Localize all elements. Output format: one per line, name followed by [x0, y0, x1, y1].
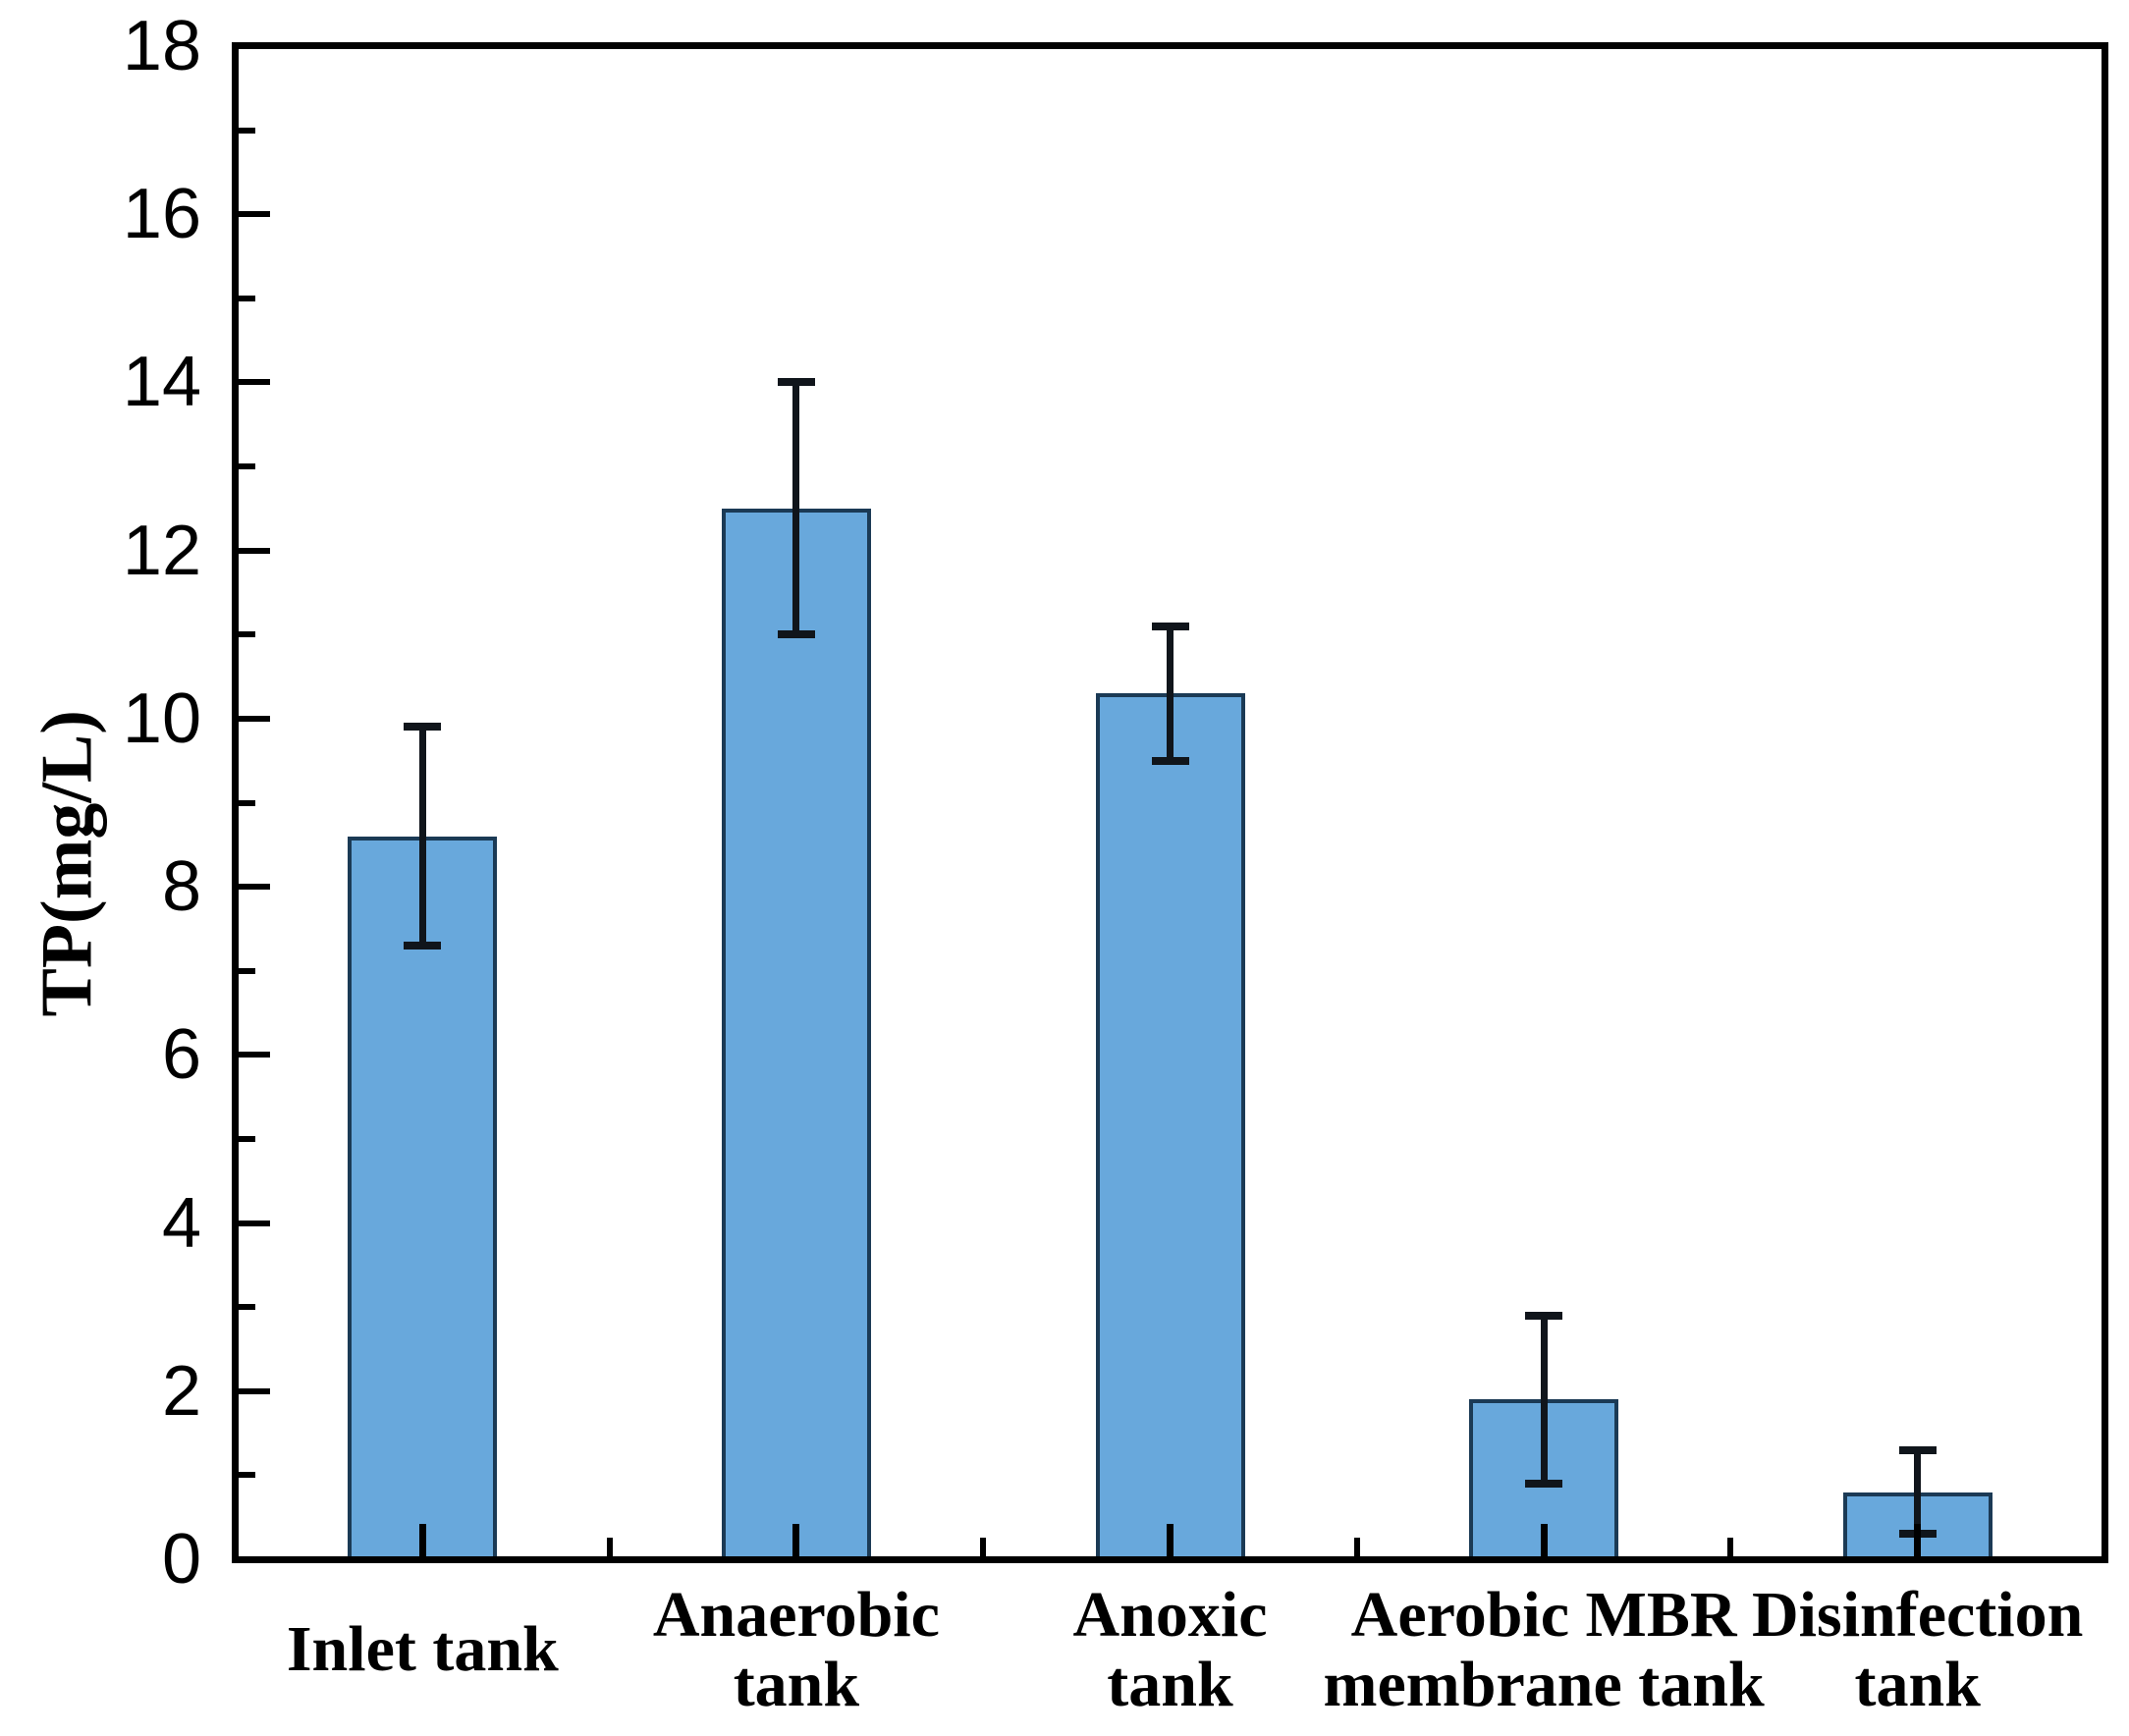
category-label-line: tank [1107, 1649, 1233, 1720]
y-minor-tick-11 [239, 631, 255, 638]
y-major-tick-6 [239, 1052, 270, 1058]
category-label-line: Inlet tank [286, 1613, 559, 1686]
x-minor-tick-1 [606, 1538, 613, 1556]
error-cap-top-2 [777, 378, 815, 387]
x-minor-tick-3 [1353, 1538, 1360, 1556]
x-category-label-1: Inlet tank [187, 1569, 658, 1730]
error-bar-5 [1914, 1449, 1922, 1535]
y-tick-label-16: 16 [122, 175, 201, 254]
error-cap-top-1 [404, 723, 442, 732]
category-label-line: membrane tank [1323, 1649, 1765, 1720]
error-cap-bottom-4 [1525, 1479, 1563, 1488]
x-major-tick-2 [792, 1524, 800, 1556]
y-minor-tick-7 [239, 967, 255, 974]
x-category-label-3: Anoxic tank [935, 1569, 1406, 1730]
y-major-tick-10 [239, 715, 270, 722]
x-major-tick-4 [1540, 1524, 1548, 1556]
error-cap-top-5 [1898, 1445, 1937, 1454]
x-minor-tick-4 [1727, 1538, 1734, 1556]
bar-2 [721, 508, 871, 1562]
y-tick-label-8: 8 [161, 847, 201, 927]
y-major-tick-4 [239, 1220, 270, 1226]
y-major-tick-8 [239, 884, 270, 891]
y-tick-label-0: 0 [161, 1520, 201, 1599]
x-category-label-5: Disinfection tank [1682, 1569, 2129, 1730]
y-tick-label-4: 4 [161, 1183, 201, 1263]
x-category-label-2: Anaerobic tank [561, 1569, 1032, 1730]
category-label-line: Anoxic [1072, 1578, 1268, 1651]
category-label-line: Aerobic MBR [1350, 1578, 1737, 1651]
category-label-line: Disinfection [1752, 1578, 2084, 1651]
x-major-tick-5 [1914, 1524, 1922, 1556]
x-category-label-4: Aerobic MBR membrane tank [1308, 1569, 1779, 1730]
y-tick-label-12: 12 [122, 511, 201, 590]
y-major-tick-14 [239, 379, 270, 386]
error-cap-top-4 [1525, 1311, 1563, 1320]
y-minor-tick-3 [239, 1304, 255, 1311]
y-minor-tick-9 [239, 799, 255, 806]
x-major-tick-3 [1167, 1524, 1174, 1556]
y-tick-label-14: 14 [122, 343, 201, 422]
y-minor-tick-13 [239, 463, 255, 470]
y-tick-label-6: 6 [161, 1015, 201, 1095]
error-cap-bottom-2 [777, 630, 815, 639]
y-major-tick-12 [239, 547, 270, 554]
error-cap-bottom-3 [1151, 756, 1189, 765]
y-minor-tick-17 [239, 127, 255, 134]
error-bar-3 [1167, 625, 1174, 761]
category-label-line: tank [1854, 1649, 1981, 1720]
error-cap-bottom-1 [404, 942, 442, 950]
error-bar-1 [418, 727, 426, 947]
y-minor-tick-15 [239, 295, 255, 301]
x-major-tick-1 [418, 1524, 426, 1556]
y-tick-label-2: 2 [161, 1351, 201, 1431]
category-label-line: Anaerobic [652, 1578, 940, 1651]
bar-3 [1095, 693, 1245, 1562]
y-major-tick-16 [239, 211, 270, 218]
error-bar-4 [1540, 1315, 1548, 1484]
x-minor-tick-2 [980, 1538, 987, 1556]
error-bar-2 [792, 382, 800, 635]
y-minor-tick-1 [239, 1472, 255, 1479]
error-cap-top-3 [1151, 622, 1189, 630]
y-major-tick-2 [239, 1387, 270, 1394]
y-tick-label-10: 10 [122, 678, 201, 758]
y-tick-label-18: 18 [122, 7, 201, 85]
y-minor-tick-5 [239, 1135, 255, 1142]
category-label-line: tank [733, 1649, 860, 1720]
